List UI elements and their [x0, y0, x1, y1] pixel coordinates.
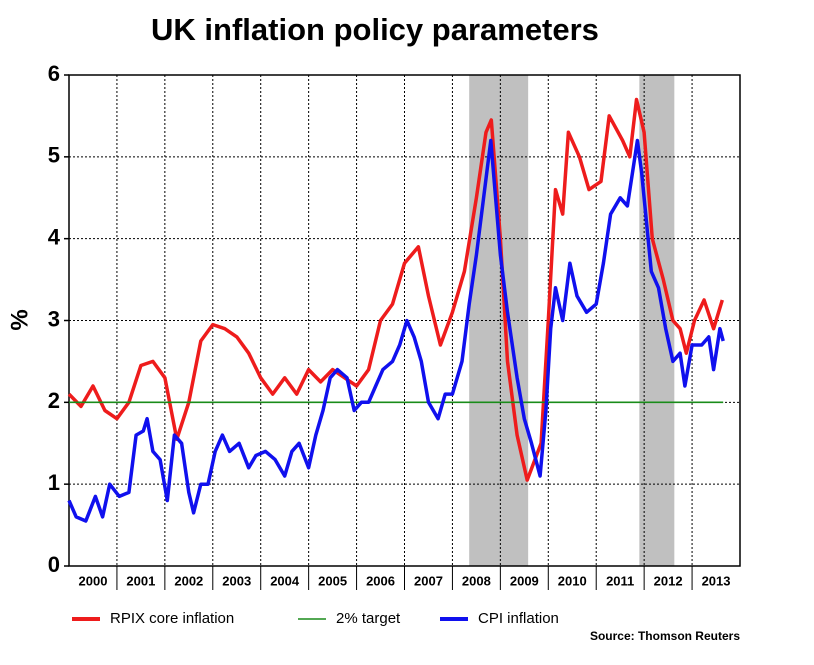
x-tick-label: 2009 — [510, 573, 539, 588]
legend-label: CPI inflation — [478, 610, 559, 627]
x-tick-label: 2002 — [174, 573, 203, 588]
x-tick-label: 2003 — [222, 573, 251, 588]
source-note: Source: Thomson Reuters — [590, 629, 740, 643]
x-tick-label: 2000 — [79, 573, 108, 588]
y-tick-label: 2 — [48, 388, 60, 413]
y-tick-label: 0 — [48, 552, 60, 577]
x-tick-label: 2006 — [366, 573, 395, 588]
x-tick-label: 2007 — [414, 573, 443, 588]
legend-label: RPIX core inflation — [110, 610, 234, 627]
x-tick-label: 2004 — [270, 573, 300, 588]
x-tick-label: 2012 — [654, 573, 683, 588]
x-tick-label: 2010 — [558, 573, 587, 588]
x-tick-label: 2013 — [702, 573, 731, 588]
x-tick-label: 2001 — [126, 573, 155, 588]
y-axis-label: % — [6, 309, 33, 330]
series-line — [67, 138, 725, 523]
x-tick-label: 2005 — [318, 573, 347, 588]
y-tick-label: 5 — [48, 143, 60, 168]
x-tick-label: 2011 — [606, 573, 634, 588]
series-line — [67, 97, 724, 482]
y-tick-label: 4 — [48, 224, 61, 249]
y-tick-label: 1 — [48, 470, 60, 495]
chart-title: UK inflation policy parameters — [151, 12, 599, 47]
x-tick-label: 2008 — [462, 573, 491, 588]
legend-label: 2% target — [336, 610, 401, 627]
plot-frame — [68, 74, 741, 567]
y-tick-label: 6 — [48, 61, 60, 86]
y-tick-label: 3 — [48, 306, 60, 331]
